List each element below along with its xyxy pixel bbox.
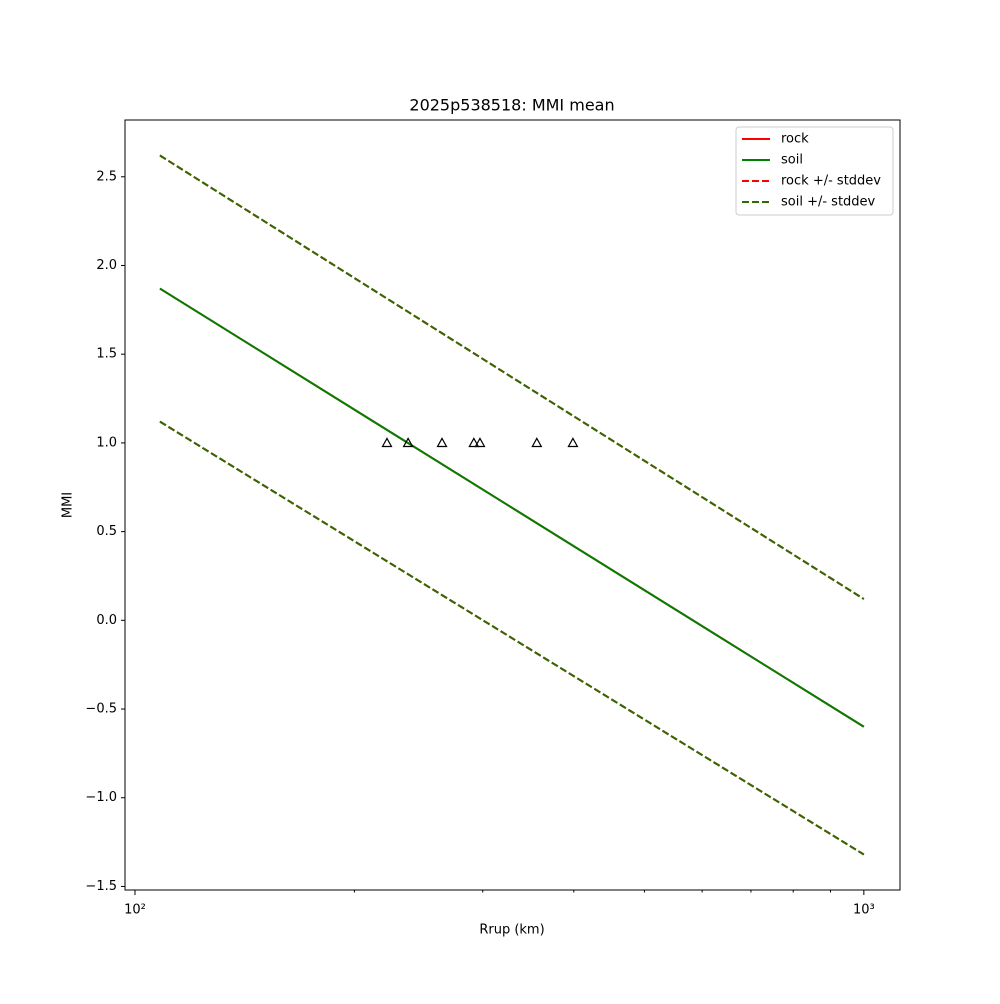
plot-frame [124, 119, 901, 891]
y-tick-label: −1.5 [85, 879, 117, 894]
series-line [159, 420, 865, 856]
marker [474, 437, 486, 448]
legend-label: soil +/- stddev [781, 195, 876, 210]
marker [567, 437, 579, 448]
legend-label: rock +/- stddev [781, 174, 881, 189]
y-tick-label: 0.5 [96, 524, 117, 539]
x-axis-label: Rrup (km) [479, 923, 544, 938]
y-tick-label: −0.5 [85, 702, 117, 717]
legend-label: soil [781, 153, 803, 168]
y-axis-label: MMI [61, 492, 76, 518]
marker [381, 437, 393, 448]
y-tick-label: −1.0 [85, 790, 117, 805]
marker [436, 437, 448, 448]
chart-title: 2025p538518: MMI mean [409, 96, 614, 115]
y-tick-label: 1.0 [96, 435, 117, 450]
legend-box [735, 126, 894, 216]
y-tick-label: 0.0 [96, 613, 117, 628]
series-line [159, 287, 865, 728]
y-tick-label: 2.5 [96, 169, 117, 184]
y-tick-label: 2.0 [96, 258, 117, 273]
marker [402, 437, 414, 448]
x-tick-label: 10² [124, 903, 146, 918]
x-tick-label: 10³ [853, 903, 875, 918]
legend-label: rock [781, 132, 809, 147]
y-tick-label: 1.5 [96, 347, 117, 362]
series-line [159, 154, 865, 600]
marker [468, 437, 480, 448]
marker [531, 437, 543, 448]
